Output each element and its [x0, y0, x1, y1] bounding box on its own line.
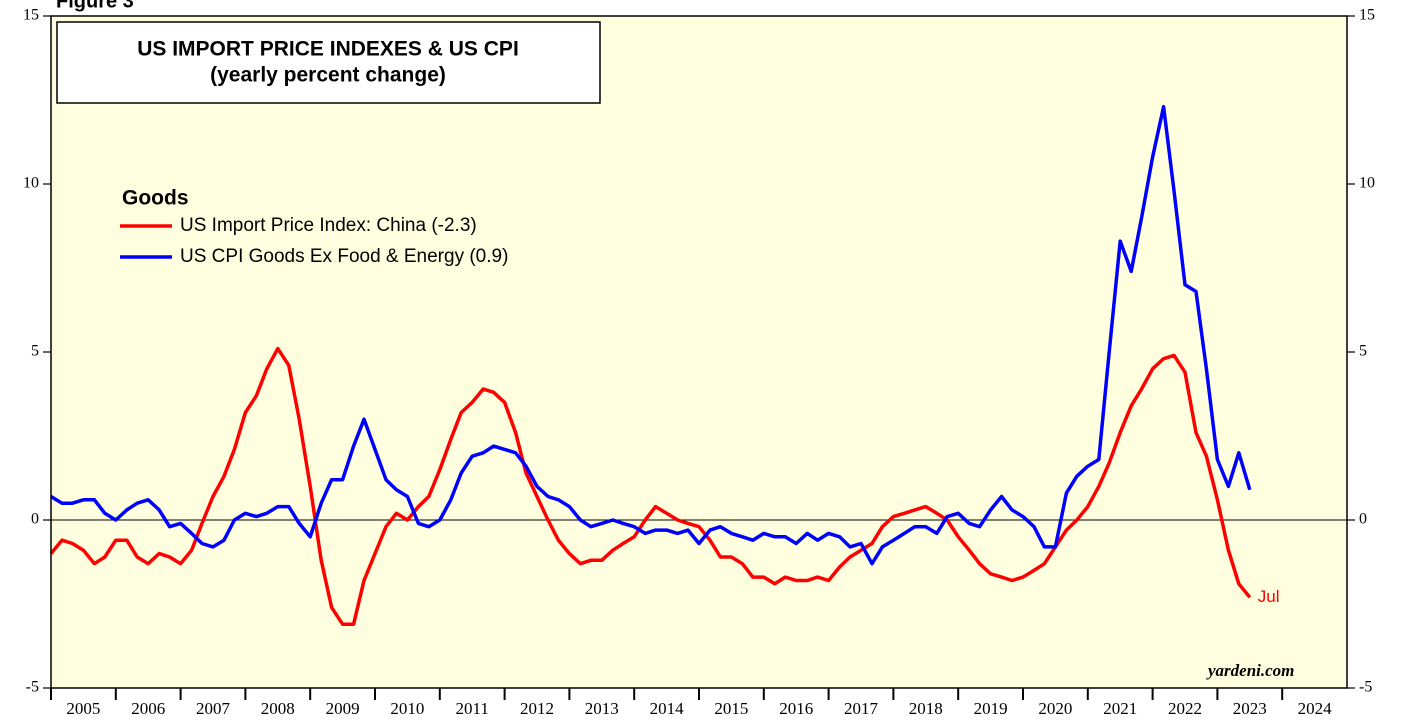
y2-tick-label: 5	[1359, 343, 1367, 360]
y2-tick-label: 10	[1359, 175, 1375, 192]
chart-title: US IMPORT PRICE INDEXES & US CPI	[137, 38, 519, 61]
y2-tick-label: 15	[1359, 7, 1375, 24]
x-tick-label: 2005	[66, 699, 100, 718]
y-tick-label: 10	[23, 175, 39, 192]
x-tick-label: 2018	[909, 699, 943, 718]
x-tick-label: 2020	[1038, 699, 1072, 718]
y2-tick-label: -5	[1359, 679, 1372, 696]
source: yardeni.com	[1206, 661, 1294, 680]
annotation: Jul	[1258, 587, 1280, 606]
x-tick-label: 2012	[520, 699, 554, 718]
x-tick-label: 2017	[844, 699, 879, 718]
x-tick-label: 2011	[456, 699, 489, 718]
title-box	[56, 21, 601, 104]
x-tick-label: 2013	[585, 699, 619, 718]
x-tick-label: 2024	[1298, 699, 1333, 718]
x-tick-label: 2007	[196, 699, 231, 718]
y-tick-label: 15	[23, 7, 39, 24]
x-tick-label: 2022	[1168, 699, 1202, 718]
x-tick-label: 2021	[1103, 699, 1137, 718]
x-tick-label: 2023	[1233, 699, 1267, 718]
figure-label: Figure 3	[56, 0, 134, 12]
x-tick-label: 2009	[326, 699, 360, 718]
x-tick-label: 2006	[131, 699, 165, 718]
chart-subtitle: (yearly percent change)	[210, 64, 446, 87]
y-tick-label: -5	[26, 679, 39, 696]
series-line	[50, 104, 1252, 566]
line-layer	[49, 104, 1252, 626]
x-tick-label: 2016	[779, 699, 813, 718]
y-tick-label: 0	[31, 511, 39, 528]
x-tick-label: 2015	[714, 699, 748, 718]
legend-label: US Import Price Index: China (-2.3)	[180, 215, 477, 236]
series-line	[49, 346, 1252, 626]
legend-label: US CPI Goods Ex Food & Energy (0.9)	[180, 246, 508, 267]
y-tick-label: 5	[31, 343, 39, 360]
y2-tick-label: 0	[1359, 511, 1367, 528]
x-tick-label: 2014	[650, 699, 685, 718]
x-tick-label: 2008	[261, 699, 295, 718]
x-tick-label: 2019	[974, 699, 1008, 718]
plot-background	[51, 16, 1347, 688]
x-tick-label: 2010	[390, 699, 424, 718]
legend-title: Goods	[122, 187, 189, 210]
